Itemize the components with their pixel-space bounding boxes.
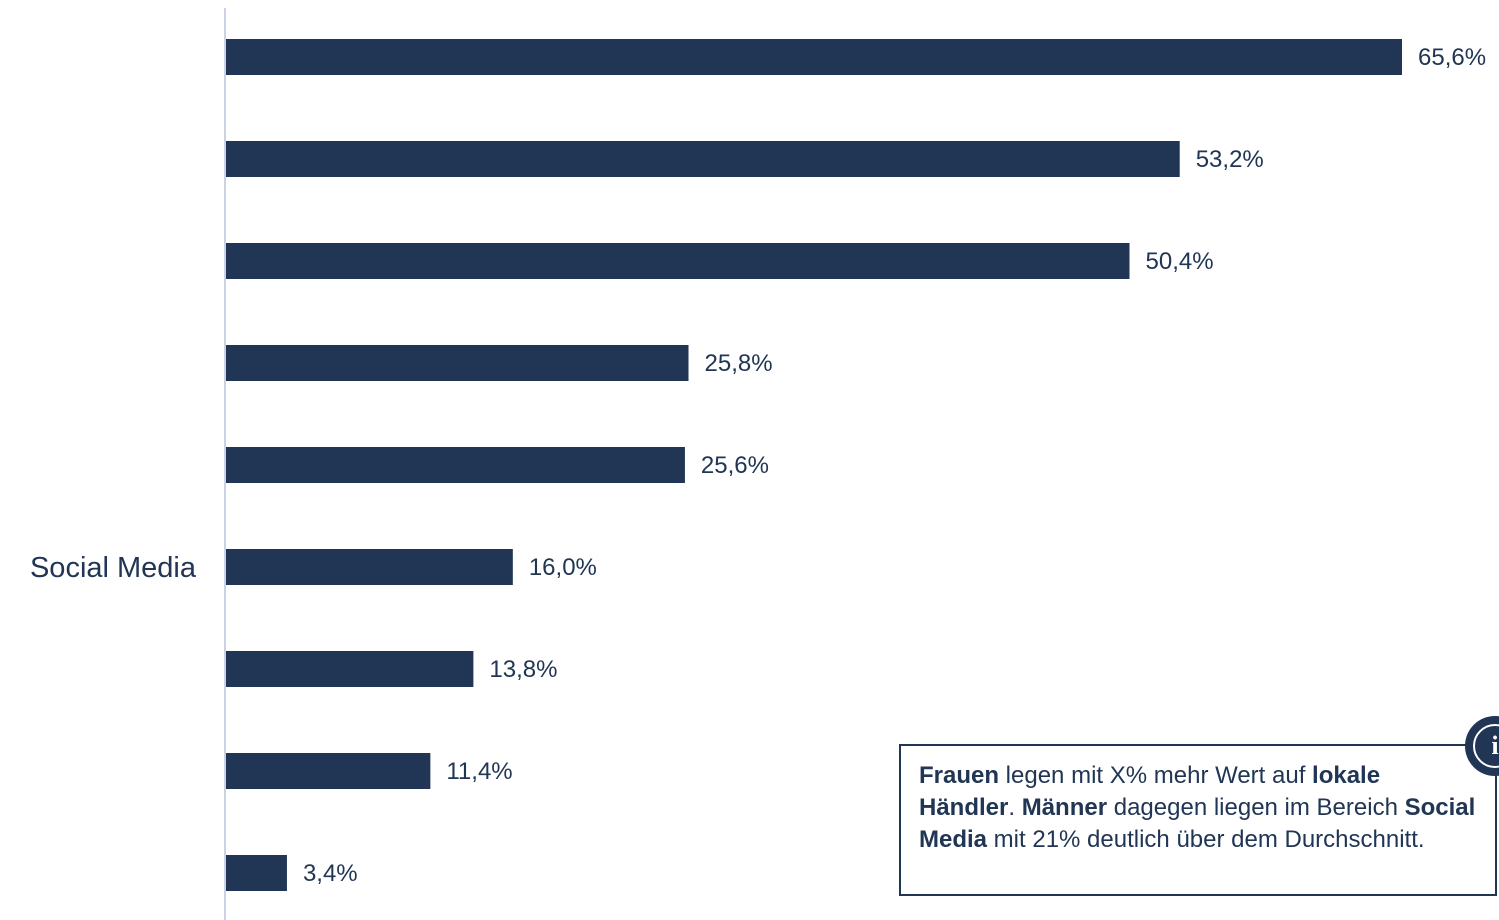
insight-note-box: Frauen legen mit X% mehr Wert auf lokale… (899, 744, 1497, 896)
bar-6 (226, 651, 474, 687)
bar-8 (226, 855, 287, 891)
bar-2 (226, 243, 1130, 279)
value-label-5: 16,0% (529, 554, 597, 581)
value-label-2: 50,4% (1146, 248, 1214, 275)
value-label-0: 65,6% (1418, 44, 1486, 71)
note-social-media: Social Media (919, 794, 1476, 853)
value-label-7: 11,4% (446, 758, 512, 785)
bar-1 (226, 141, 1180, 177)
info-icon: i (1473, 724, 1499, 768)
value-label-8: 3,4% (303, 860, 358, 887)
bar-3 (226, 345, 689, 381)
note-text-4: mit 21% deutlich über dem Durchschnitt. (987, 826, 1425, 853)
note-local-dealers: lokale Händler (919, 762, 1381, 821)
value-label-1: 53,2% (1196, 146, 1264, 173)
note-text-2: . (1008, 794, 1022, 821)
bar-4 (226, 447, 685, 483)
value-label-3: 25,8% (705, 350, 773, 377)
note-women: Frauen (919, 762, 1000, 789)
value-label-4: 25,6% (701, 452, 769, 479)
bar-0 (226, 39, 1402, 75)
note-text-1: legen mit X% mehr Wert auf (999, 762, 1313, 789)
bar-5 (226, 549, 513, 585)
category-label-5: Social Media (30, 552, 197, 584)
note-text-3: dagegen liegen im Bereich (1107, 794, 1405, 821)
note-men: Männer (1021, 794, 1108, 821)
value-label-6: 13,8% (489, 656, 557, 683)
bar-7 (226, 753, 431, 789)
